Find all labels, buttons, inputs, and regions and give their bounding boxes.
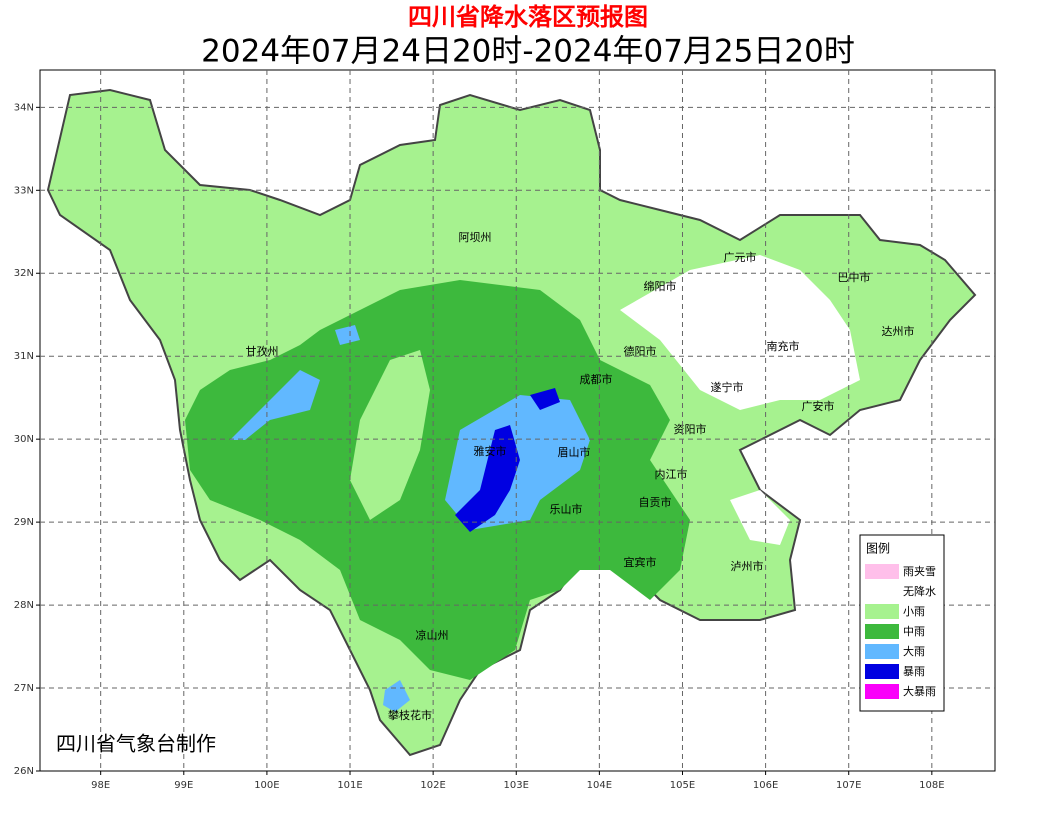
legend-label: 雨夹雪 — [903, 565, 936, 578]
legend-label: 大暴雨 — [903, 684, 936, 698]
legend-swatch — [865, 564, 899, 579]
y-tick-label: 28N — [14, 600, 34, 611]
x-tick-label: 98E — [91, 780, 110, 791]
map-body — [46, 88, 977, 757]
y-tick-label: 34N — [14, 102, 34, 113]
title: 四川省降水落区预报图 — [408, 3, 648, 31]
region-label: 巴中市 — [838, 270, 871, 284]
region-label: 广元市 — [724, 250, 757, 264]
x-tick-label: 103E — [504, 780, 529, 791]
credit: 四川省气象台制作 — [56, 732, 216, 756]
legend-swatch — [865, 684, 899, 699]
region-label: 乐山市 — [550, 502, 583, 516]
no-rain-area — [730, 490, 790, 545]
region-label: 广安市 — [802, 399, 835, 413]
x-tick-label: 101E — [337, 780, 362, 791]
x-tick-label: 106E — [753, 780, 778, 791]
axes: 98E 99E 100E 101E 102E 103E 104E 105E 106E 107E 10… — [14, 70, 995, 791]
region-label: 自贡市 — [639, 495, 672, 509]
legend-label: 中雨 — [903, 625, 925, 638]
light-rain-area — [350, 350, 430, 520]
y-tick-label: 31N — [14, 351, 34, 362]
legend-swatch — [865, 584, 899, 599]
region-label: 凉山州 — [416, 628, 449, 642]
region-label: 阿坝州 — [459, 230, 492, 244]
y-tick-label: 32N — [14, 268, 34, 279]
region-label: 雅安市 — [474, 444, 507, 458]
x-tick-label: 104E — [587, 780, 612, 791]
legend-label: 无降水 — [903, 584, 936, 598]
rainstorm-area — [455, 425, 520, 532]
y-tick-label: 30N — [14, 434, 34, 445]
region-label: 甘孜州 — [246, 344, 279, 358]
region-label: 德阳市 — [624, 344, 657, 358]
region-label: 资阳市 — [674, 422, 707, 436]
region-label: 绵阳市 — [644, 279, 677, 293]
heavy-rain-area — [230, 370, 320, 440]
no-rain-area — [620, 255, 860, 410]
rainstorm-area — [530, 388, 560, 410]
heavy-rain-area — [335, 325, 360, 345]
region-label: 达州市 — [882, 324, 915, 338]
y-tick-label: 27N — [14, 683, 34, 694]
region-label: 攀枝花市 — [388, 708, 432, 722]
x-tick-label: 100E — [254, 780, 279, 791]
y-tick-label: 33N — [14, 185, 34, 196]
region-label: 宜宾市 — [624, 555, 657, 569]
legend-label: 暴雨 — [903, 665, 925, 678]
x-tick-label: 107E — [836, 780, 861, 791]
y-tick-label: 29N — [14, 517, 34, 528]
legend-label: 大雨 — [903, 644, 925, 658]
legend-swatch — [865, 644, 899, 659]
x-tick-label: 102E — [420, 780, 445, 791]
region-label: 遂宁市 — [711, 380, 744, 394]
x-tick-label: 108E — [919, 780, 944, 791]
region-label: 眉山市 — [558, 445, 591, 459]
region-label: 成都市 — [580, 372, 613, 386]
legend-swatch — [865, 664, 899, 679]
legend-swatch — [865, 624, 899, 639]
legend-title: 图例 — [866, 542, 890, 556]
region-label: 泸州市 — [731, 559, 764, 573]
legend-swatch — [865, 604, 899, 619]
legend-label: 小雨 — [903, 605, 925, 618]
y-tick-label: 26N — [14, 766, 34, 777]
x-tick-label: 105E — [670, 780, 695, 791]
region-label: 内江市 — [655, 467, 688, 481]
x-tick-label: 99E — [174, 780, 193, 791]
region-label: 南充市 — [767, 339, 800, 353]
subtitle: 2024年07月24日20时-2024年07月25日20时 — [201, 34, 855, 70]
region-labels: 阿坝州 广元市 巴中市 绵阳市 达州市 甘孜州 德阳市 南充市 成都市 遂宁市 … — [246, 230, 915, 722]
